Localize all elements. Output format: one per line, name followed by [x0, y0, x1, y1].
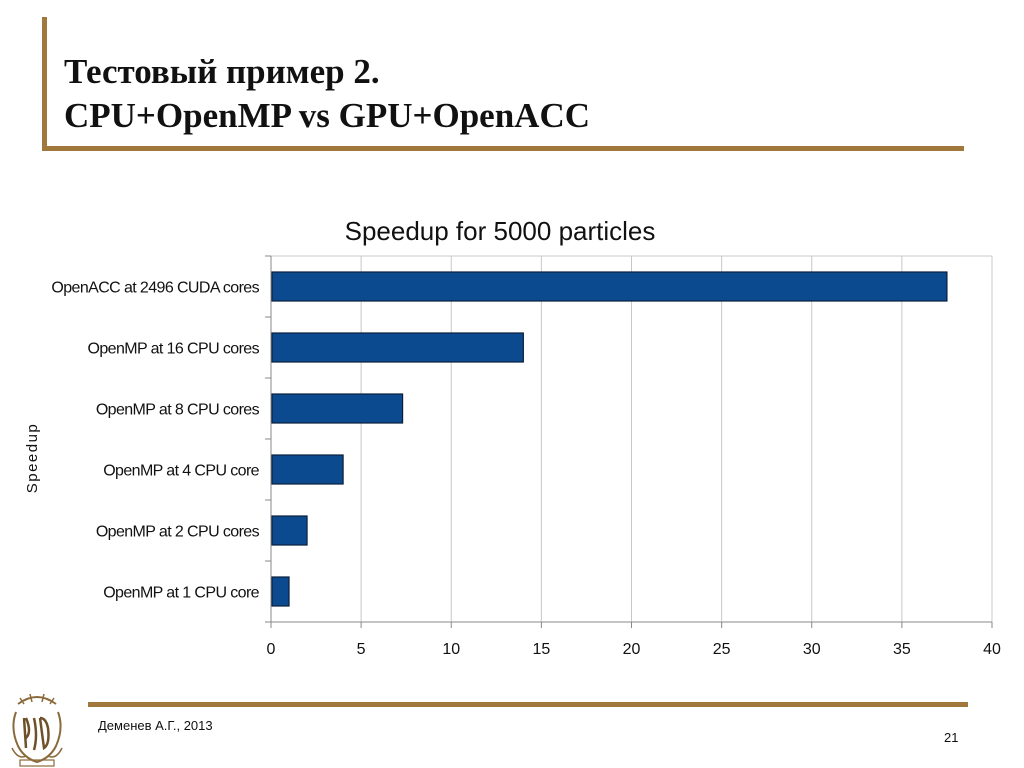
category-label: OpenMP at 16 CPU cores	[88, 341, 260, 358]
x-tick-label: 30	[803, 641, 821, 658]
speedup-bar-chart: Speedup for 5000 particles Speedup 0 5 10 1…	[24, 216, 1001, 658]
category-label: OpenMP at 4 CPU core	[103, 463, 259, 480]
x-tick-label: 35	[893, 641, 911, 658]
x-tick-label: 15	[532, 641, 550, 658]
category-label: OpenMP at 2 CPU cores	[96, 524, 260, 541]
bar	[271, 332, 524, 363]
x-tick-label: 10	[442, 641, 460, 658]
x-tick-label: 20	[623, 641, 641, 658]
slide-title: Тестовый пример 2. CPU+OpenMP vs GPU+Ope…	[64, 50, 590, 138]
category-label: OpenMP at 8 CPU cores	[96, 402, 260, 419]
x-tick-label: 5	[357, 641, 366, 658]
bar	[271, 454, 344, 485]
category-label: OpenMP at 1 CPU core	[103, 585, 259, 602]
university-logo	[11, 693, 63, 767]
title-accent-horizontal-bar	[42, 146, 964, 151]
title-accent-vertical-bar	[42, 17, 47, 150]
footer-author: Деменев А.Г., 2013	[98, 718, 213, 733]
slide-title-line-1: Тестовый пример 2.	[64, 52, 380, 91]
page-number: 21	[944, 730, 959, 745]
x-tick-label: 40	[983, 641, 1001, 658]
bar	[271, 515, 308, 546]
y-axis-label: Speedup	[24, 423, 41, 494]
bar	[271, 271, 948, 302]
category-label: OpenACC at 2496 CUDA cores	[51, 280, 259, 297]
footer-rule	[88, 702, 968, 707]
bar	[271, 576, 290, 607]
bar	[271, 393, 404, 424]
slide-title-line-2: CPU+OpenMP vs GPU+OpenACC	[64, 96, 591, 135]
x-tick-label: 25	[713, 641, 731, 658]
chart-title: Speedup for 5000 particles	[345, 216, 656, 246]
x-tick-label: 0	[267, 641, 276, 658]
